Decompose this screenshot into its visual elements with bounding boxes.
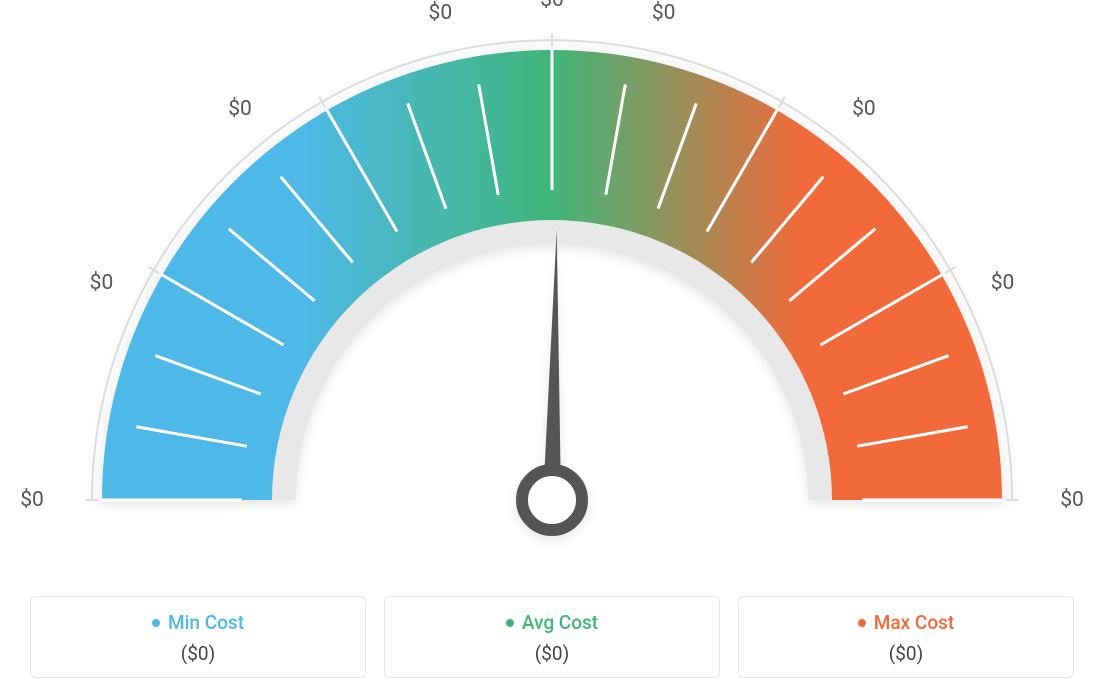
- gauge-scale-label: $0: [991, 271, 1015, 295]
- legend-dot-avg: [506, 619, 514, 627]
- legend-dot-max: [858, 619, 866, 627]
- legend-label-min: Min Cost: [168, 611, 244, 634]
- legend-row: Min Cost ($0) Avg Cost ($0) Max Cost ($0…: [30, 596, 1074, 678]
- legend-value-max: ($0): [749, 642, 1063, 665]
- gauge-scale-label: $0: [20, 488, 44, 512]
- legend-min-cost: Min Cost ($0): [30, 596, 366, 678]
- gauge-scale-label: $0: [852, 97, 876, 121]
- gauge-scale-label: $0: [652, 1, 676, 25]
- legend-value-avg: ($0): [395, 642, 709, 665]
- gauge-scale-label: $0: [1060, 488, 1084, 512]
- legend-label-max: Max Cost: [874, 611, 954, 634]
- gauge-scale-labels: $0 $0 $0 $0 $0 $0 $0 $0 $0: [0, 0, 1104, 560]
- legend-dot-min: [152, 619, 160, 627]
- cost-gauge-chart: $0 $0 $0 $0 $0 $0 $0 $0 $0: [0, 0, 1104, 560]
- legend-max-cost: Max Cost ($0): [738, 596, 1074, 678]
- legend-avg-cost: Avg Cost ($0): [384, 596, 720, 678]
- gauge-scale-label: $0: [228, 97, 252, 121]
- legend-label-avg: Avg Cost: [522, 611, 598, 634]
- gauge-scale-label: $0: [540, 0, 564, 12]
- gauge-scale-label: $0: [90, 271, 114, 295]
- legend-value-min: ($0): [41, 642, 355, 665]
- gauge-scale-label: $0: [429, 1, 453, 25]
